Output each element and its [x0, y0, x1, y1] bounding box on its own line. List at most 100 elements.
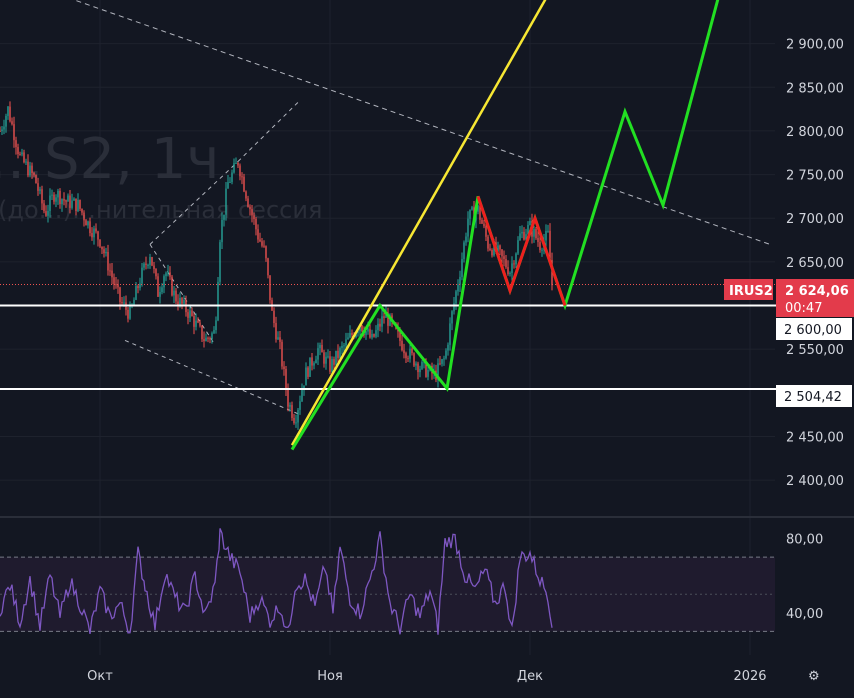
candle-body [223, 214, 225, 220]
price-tick-label: 2 700,00 [786, 212, 844, 227]
candle-body [1, 129, 3, 132]
watermark-title: …S2, 1ч [0, 127, 220, 192]
candle-body [413, 353, 415, 366]
dashed-lines [73, 0, 771, 416]
candle-body [33, 172, 35, 176]
candle-body [307, 367, 309, 377]
candle-body [267, 258, 269, 276]
price-tick-label: 2 400,00 [786, 474, 844, 489]
candle-body [111, 270, 113, 278]
settings-icon[interactable]: ⚙ [808, 669, 820, 684]
last-price-label: IRUS2 2 624,06 00:47 [724, 279, 854, 317]
candle-body [109, 270, 111, 272]
candle-body [497, 245, 499, 252]
candle-body [477, 205, 479, 212]
rsi-tick-label: 80,00 [786, 533, 823, 548]
candle-body [153, 265, 155, 269]
candle-body [103, 249, 105, 254]
candle-body [315, 359, 317, 364]
candle-body [381, 316, 383, 327]
price-tick-label: 2 650,00 [786, 256, 844, 271]
candle-body [0, 130, 1, 132]
level-label-2504: 2 504,42 [784, 390, 842, 405]
candle-body [275, 323, 277, 340]
candle-body [415, 363, 417, 366]
candle-body [191, 310, 193, 316]
candle-body [45, 211, 47, 216]
drawings [290, 0, 720, 451]
candle-body [549, 230, 551, 260]
candle-body [173, 290, 175, 296]
candle-body [457, 284, 459, 292]
candle-body [165, 273, 167, 277]
candle-body [5, 115, 7, 127]
candle-body [91, 233, 93, 238]
candle-body [371, 333, 373, 338]
symbol-tag: IRUS2 [729, 284, 773, 299]
level-label-2600: 2 600,00 [784, 323, 842, 338]
candle-body [541, 249, 543, 251]
price-axis: 2 900,00 2 850,00 2 800,00 2 750,00 2 700,00… [786, 38, 844, 622]
candle-body [519, 233, 521, 241]
candle-body [39, 189, 41, 191]
candle-body [373, 333, 375, 337]
candle-body [169, 272, 171, 277]
candle-body [237, 162, 239, 166]
candle-body [67, 195, 69, 202]
candle-body [329, 356, 331, 372]
candle-body [107, 251, 109, 271]
candle-body [489, 248, 491, 250]
rsi-tick-label: 40,00 [786, 607, 823, 622]
candle-body [161, 287, 163, 293]
candle-body [79, 199, 81, 209]
candle-body [105, 251, 107, 254]
candle-body [503, 256, 505, 260]
candle-body [29, 165, 31, 176]
candle-body [179, 298, 181, 306]
candle-body [481, 219, 483, 224]
candle-body [19, 154, 21, 156]
level-labels: 2 600,00 2 504,42 [776, 318, 852, 407]
candle-body [155, 268, 157, 277]
candle-body [113, 277, 115, 285]
candle-body [403, 350, 405, 354]
candle-body [347, 337, 349, 340]
dashed-wedge-line-0 [149, 244, 216, 346]
candle-body [279, 337, 281, 342]
candle-body [231, 172, 233, 182]
candle-body [99, 239, 101, 247]
candle-body [211, 333, 213, 340]
price-tick-label: 2 550,00 [786, 343, 844, 358]
candle-body [321, 345, 323, 353]
candle-body [551, 259, 553, 286]
candle-body [89, 221, 91, 234]
time-tick-label: Дек [517, 669, 543, 684]
candle-body [333, 359, 335, 365]
rsi-line [0, 528, 553, 635]
candle-body [405, 353, 407, 359]
candle-body [177, 301, 179, 306]
candle-body [235, 162, 237, 164]
time-tick-label: Окт [87, 669, 113, 684]
dashed-wedge-line-3 [237, 100, 301, 162]
candle-body [263, 245, 265, 247]
candle-body [59, 190, 61, 205]
candle-body [51, 194, 53, 196]
candle-body [221, 219, 223, 243]
candle-body [341, 345, 343, 348]
time-tick-label: 2026 [733, 669, 766, 684]
candle-body [171, 276, 173, 296]
candle-body [447, 344, 449, 351]
candle-body [209, 338, 211, 340]
candle-body [439, 363, 441, 365]
candle-body [331, 359, 333, 372]
candle-body [35, 175, 37, 184]
candle-body [261, 241, 263, 246]
candle-body [449, 323, 451, 345]
candle-body [443, 358, 445, 360]
candle-body [411, 348, 413, 354]
candle-body [451, 311, 453, 324]
candle-body [229, 181, 231, 183]
candle-body [441, 359, 443, 364]
